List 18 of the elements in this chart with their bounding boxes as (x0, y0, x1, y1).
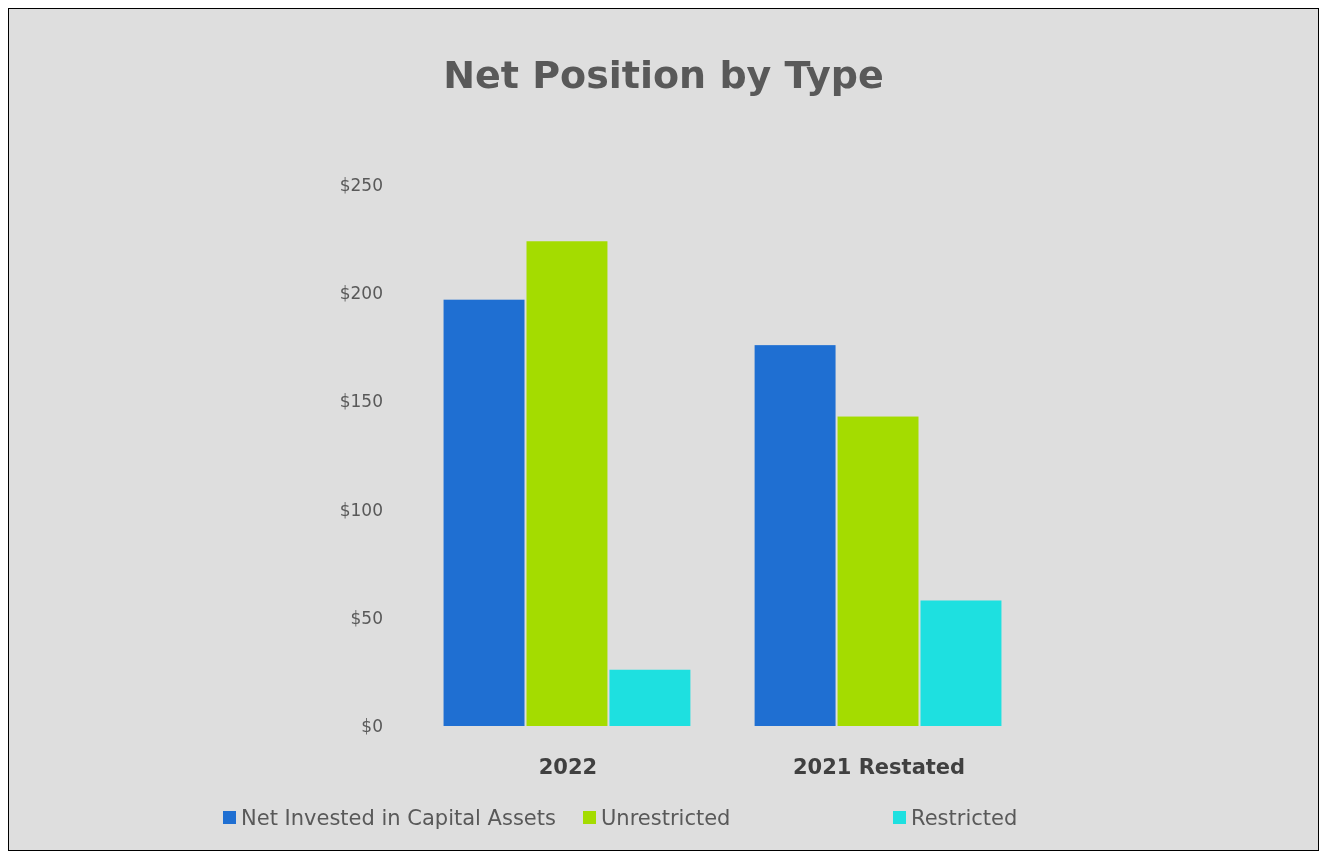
x-tick-label: 2021 Restated (792, 755, 966, 779)
bar (920, 600, 1002, 726)
legend-label: Unrestricted (601, 806, 731, 831)
bar (609, 669, 691, 726)
x-tick-label: 2022 (538, 755, 598, 779)
chart-title: Net Position by Type (443, 53, 884, 97)
y-tick-label: $50 (350, 607, 383, 628)
bar (526, 241, 608, 726)
legend-label: Restricted (911, 806, 1018, 831)
bar (443, 299, 525, 726)
bar (754, 345, 836, 726)
y-tick-label: $0 (361, 715, 383, 736)
legend-label: Net Invested in Capital Assets (241, 806, 556, 831)
y-tick-label: $200 (339, 283, 383, 304)
bar (837, 416, 919, 726)
y-tick-label: $150 (339, 391, 383, 412)
y-tick-label: $250 (339, 174, 383, 195)
y-tick-label: $100 (339, 499, 383, 520)
